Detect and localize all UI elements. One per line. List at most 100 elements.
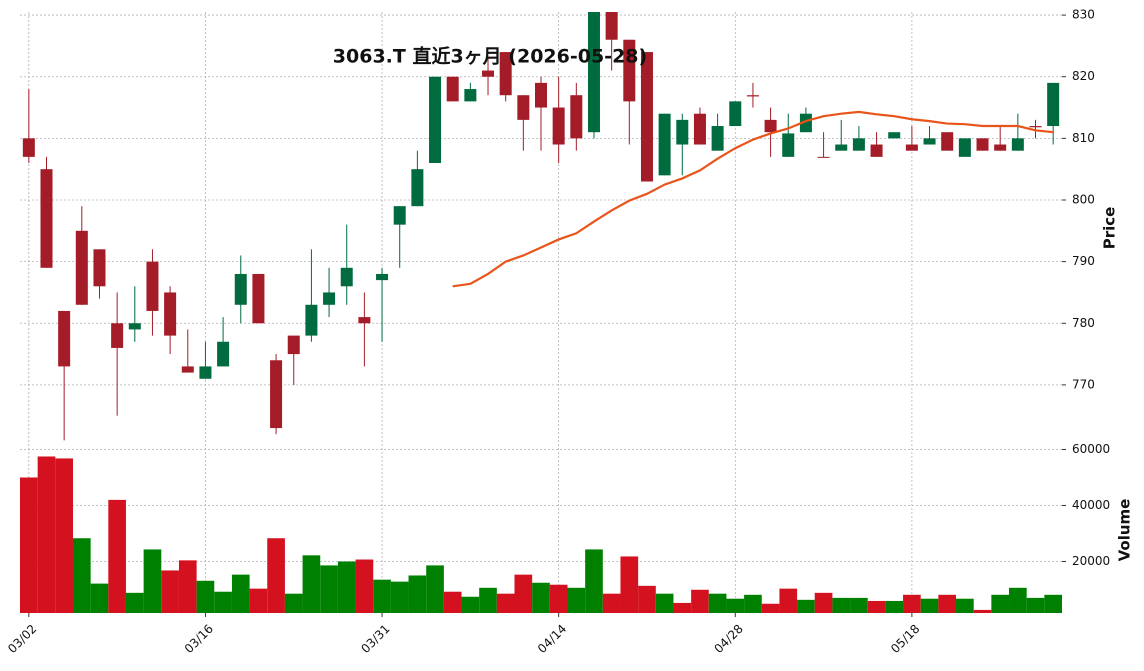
- candle-body: [217, 341, 230, 367]
- x-tick-label: 04/28: [712, 622, 746, 656]
- volume-bar: [620, 556, 639, 613]
- volume-bar: [443, 591, 462, 613]
- moving-average: [452, 110, 1054, 288]
- candle-body: [234, 273, 247, 305]
- candle-body: [1047, 82, 1060, 127]
- candle-body: [270, 360, 283, 429]
- volume-bar: [744, 594, 762, 613]
- volume-panel: [20, 456, 1062, 613]
- volume-bar: [337, 561, 356, 613]
- candle-body: [482, 70, 495, 77]
- volume-bar: [355, 559, 374, 613]
- candle-body: [164, 292, 177, 336]
- volume-bar: [761, 603, 780, 613]
- candle-body: [535, 82, 547, 108]
- candle-body: [729, 101, 742, 127]
- candle-body: [676, 119, 689, 145]
- volume-bar: [532, 582, 550, 613]
- x-tick-label: 03/02: [5, 622, 39, 656]
- candle-body: [623, 39, 636, 102]
- candle-body: [764, 119, 777, 133]
- candle-body: [111, 323, 124, 348]
- candle-body: [393, 206, 406, 225]
- candle-body: [782, 133, 795, 157]
- volume-bar: [991, 594, 1010, 613]
- volume-tick-label: 40000: [1072, 498, 1110, 512]
- candle-body: [941, 132, 954, 151]
- volume-bar: [143, 549, 162, 613]
- candle-body: [287, 335, 300, 355]
- candle-body: [605, 12, 618, 40]
- volume-bar: [426, 565, 444, 613]
- candle-body: [552, 107, 565, 145]
- volume-bar: [973, 609, 992, 613]
- y-tick-label: 820: [1072, 69, 1095, 83]
- volume-bar: [373, 579, 391, 613]
- candle-body: [640, 52, 653, 182]
- volume-bar: [496, 593, 515, 613]
- volume-bar: [585, 549, 603, 613]
- candle-body: [376, 273, 389, 281]
- candle-body: [358, 317, 371, 324]
- volume-bar: [196, 580, 215, 613]
- candle-body: [799, 113, 812, 133]
- volume-bar: [567, 587, 586, 613]
- y-tick-label: 770: [1072, 377, 1095, 391]
- volume-bar: [90, 583, 109, 613]
- volume-bar: [1009, 587, 1027, 613]
- volume-bar: [638, 585, 656, 613]
- volume-bar: [655, 593, 674, 613]
- volume-tick-label: 60000: [1072, 442, 1110, 456]
- volume-bar: [408, 575, 427, 613]
- candle-body: [693, 113, 706, 145]
- volume-bar: [390, 581, 409, 613]
- volume-bar: [231, 574, 250, 613]
- volume-bar: [125, 592, 144, 613]
- volume-bar: [885, 600, 904, 613]
- volume-bar: [37, 456, 56, 613]
- candle-body: [146, 261, 159, 311]
- x-tick-label: 03/16: [182, 622, 216, 656]
- volume-bar: [249, 588, 268, 613]
- candle-body: [446, 76, 459, 102]
- volume-bar: [284, 593, 303, 613]
- volume-bar: [20, 477, 38, 613]
- candle-body: [711, 126, 724, 151]
- candle-body: [499, 52, 512, 96]
- candle-body: [181, 366, 194, 373]
- candle-body: [252, 273, 265, 324]
- volume-bar: [108, 499, 126, 613]
- volume-bar: [161, 570, 179, 613]
- x-tick-label: 05/18: [888, 622, 922, 656]
- candle-body: [1029, 126, 1042, 128]
- candle-body: [305, 304, 318, 336]
- candle-body: [40, 169, 53, 268]
- candle-body: [199, 366, 212, 379]
- volume-bar: [938, 594, 957, 613]
- volume-bar: [726, 598, 745, 613]
- volume-bar: [673, 602, 692, 613]
- volume-bar: [814, 592, 833, 613]
- volume-bar: [267, 538, 285, 613]
- candle-body: [517, 95, 530, 120]
- volume-bar: [72, 538, 91, 613]
- y-tick-label: 810: [1072, 131, 1095, 145]
- volume-bar: [178, 560, 197, 613]
- candle-body: [587, 12, 600, 133]
- chart-title: 3063.T 直近3ヶ月 (2026-05-28): [333, 45, 647, 68]
- volume-bar: [691, 589, 709, 613]
- volume-bar: [514, 574, 533, 613]
- volume-bar: [214, 591, 232, 613]
- candle-body: [93, 249, 106, 287]
- candle-body: [658, 113, 671, 176]
- volume-bar: [549, 584, 568, 613]
- candle-body: [923, 138, 936, 145]
- candle-body: [958, 138, 971, 157]
- candle-body: [429, 76, 442, 164]
- volume-bar: [461, 596, 480, 613]
- candle-body: [75, 230, 88, 305]
- y-tick-label: 790: [1072, 254, 1095, 268]
- candle-body: [340, 267, 353, 287]
- candle-body: [994, 144, 1007, 151]
- candle-body: [835, 144, 848, 151]
